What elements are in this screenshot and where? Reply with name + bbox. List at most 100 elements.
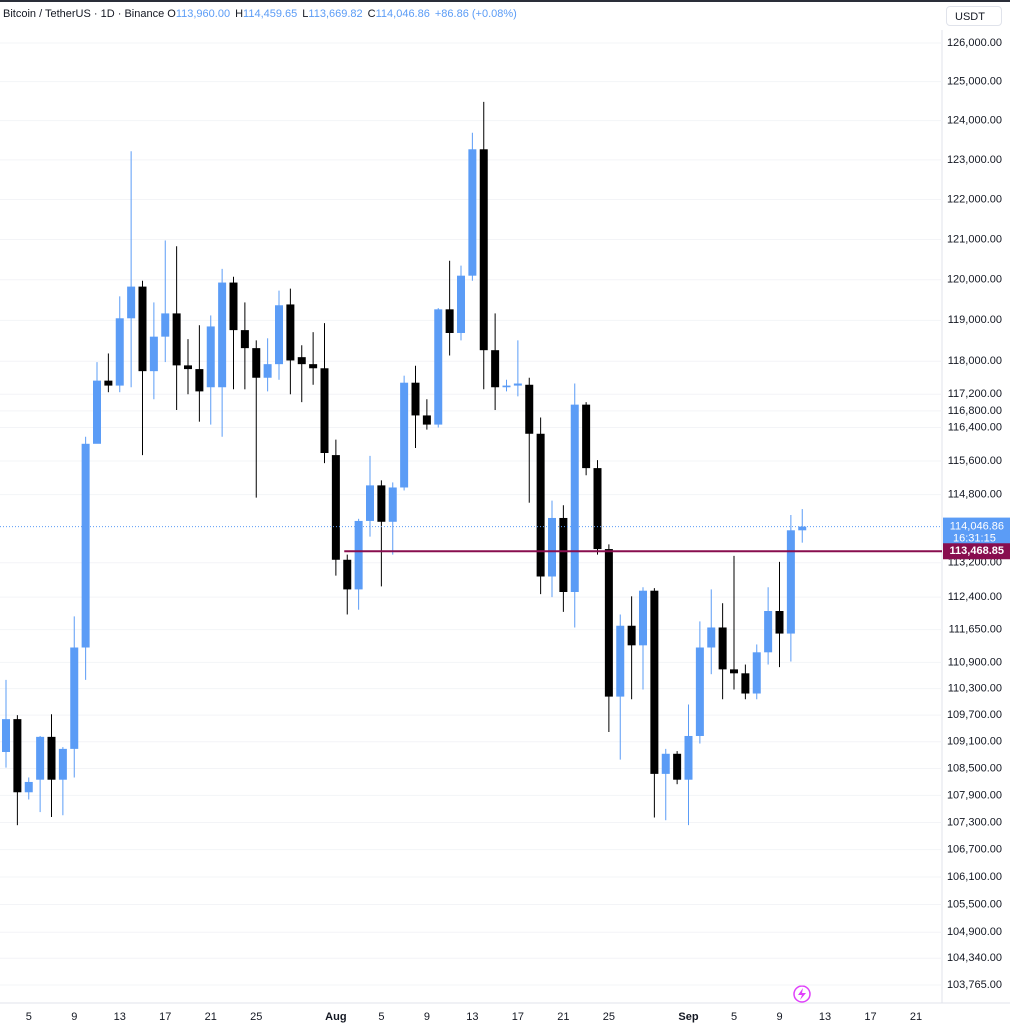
ohlc-key: O [167, 8, 176, 20]
y-tick-label: 119,000.00 [948, 314, 1002, 326]
candle-body [570, 404, 579, 592]
candle-body [172, 313, 181, 366]
ohlc-key: C [367, 8, 376, 20]
candle-body [286, 304, 295, 361]
candle-body [457, 275, 465, 333]
y-tick-label: 108,500.00 [947, 762, 1002, 774]
y-tick-label: 116,400.00 [948, 421, 1002, 433]
candle-body [786, 530, 795, 634]
candle-body [297, 357, 306, 365]
candle-body [661, 753, 670, 774]
y-tick-label: 110,300.00 [948, 683, 1002, 695]
candle-body [616, 625, 625, 697]
candle-body [695, 647, 704, 736]
candle-body [218, 282, 227, 388]
ohlc-value: 114,046.86 [375, 8, 430, 20]
lightning-icon[interactable] [793, 985, 811, 1003]
candle-body [388, 487, 397, 522]
x-tick-label: 13 [819, 1011, 831, 1023]
x-tick-label: 21 [910, 1011, 922, 1023]
candle-body [24, 781, 33, 793]
hline-label-box [943, 543, 1010, 560]
y-tick-label: 113,200.00 [948, 557, 1002, 569]
candle-body [195, 369, 204, 392]
candle-body [81, 443, 90, 648]
candle-body [468, 149, 477, 276]
grid [0, 42, 942, 986]
x-tick-label: 9 [424, 1011, 430, 1023]
countdown: 16:31:15 [953, 533, 996, 545]
candle-body [47, 736, 56, 780]
candle-body [127, 286, 136, 319]
candle-body [604, 549, 613, 697]
y-tick-label: 109,100.00 [947, 736, 1002, 748]
x-tick-label: 17 [512, 1011, 524, 1023]
icon-ring[interactable] [793, 985, 811, 1003]
candle-body [343, 559, 352, 590]
candle-body [775, 611, 784, 634]
y-tick-label: 120,000.00 [947, 274, 1002, 286]
candle-body [366, 485, 374, 521]
candle-body [730, 669, 738, 674]
candle-body [240, 330, 249, 349]
candle-body [275, 305, 283, 365]
candle-body [104, 380, 113, 386]
candle-body [320, 368, 329, 454]
candle-body [206, 326, 215, 388]
x-tick-label: 9 [71, 1011, 77, 1023]
top-border [0, 0, 1010, 2]
candle-body [2, 719, 10, 752]
x-tick-label: 5 [26, 1011, 32, 1023]
candle-body [161, 313, 170, 337]
x-tick-label: 25 [603, 1011, 615, 1023]
y-tick-label: 107,300.00 [947, 816, 1002, 828]
candle-body [434, 309, 443, 425]
x-tick-label: 9 [776, 1011, 782, 1023]
y-tick-label: 122,000.00 [947, 193, 1002, 205]
y-tick-label: 103,765.00 [947, 979, 1002, 991]
candle-body [229, 282, 238, 331]
candle-body [684, 735, 693, 780]
candle-body [627, 625, 636, 646]
candle-body [411, 382, 420, 416]
candle-body [331, 455, 340, 560]
candle-body [445, 309, 454, 333]
candle-body [252, 348, 261, 378]
y-tick-label: 123,000.00 [947, 154, 1002, 166]
candle-body [354, 520, 363, 590]
candle-body [582, 404, 591, 469]
icon-bolt[interactable] [798, 988, 806, 1000]
y-tick-label: 121,000.00 [947, 233, 1002, 245]
candle-body [13, 719, 22, 793]
candle-body [138, 286, 147, 372]
y-tick-label: 109,700.00 [947, 709, 1002, 721]
candle-body [93, 380, 101, 444]
ohlc-value: 114,459.65 [243, 8, 298, 20]
candle-body [752, 652, 761, 694]
x-tick-label: 17 [864, 1011, 876, 1023]
y-tick-label: 112,400.00 [948, 591, 1002, 603]
ohlc-value: 113,669.82 [308, 8, 363, 20]
candle-body [491, 350, 500, 388]
candle-body [309, 364, 318, 369]
candle-body [400, 382, 409, 488]
candle-body [58, 748, 67, 780]
x-tick-label: Aug [325, 1011, 346, 1023]
y-tick-label: 114,800.00 [948, 489, 1002, 501]
x-tick-label: 5 [731, 1011, 737, 1023]
x-tick-label: 21 [205, 1011, 217, 1023]
candle-body [263, 364, 272, 378]
symbol: Bitcoin / TetherUS · 1D · Binance [3, 8, 165, 20]
candle-body [798, 526, 807, 531]
ohlc-value: 113,960.00 [175, 8, 231, 20]
x-tick-label: 25 [250, 1011, 262, 1023]
currency-button[interactable]: USDT [946, 6, 1002, 26]
candle-body [593, 468, 602, 550]
y-tick-label: 118,000.00 [948, 355, 1002, 367]
y-tick-label: 110,900.00 [948, 656, 1002, 668]
candle-body [559, 517, 568, 592]
y-tick-label: 117,200.00 [948, 388, 1002, 400]
y-tick-label: 115,600.00 [948, 455, 1002, 467]
candle-body [741, 673, 750, 694]
